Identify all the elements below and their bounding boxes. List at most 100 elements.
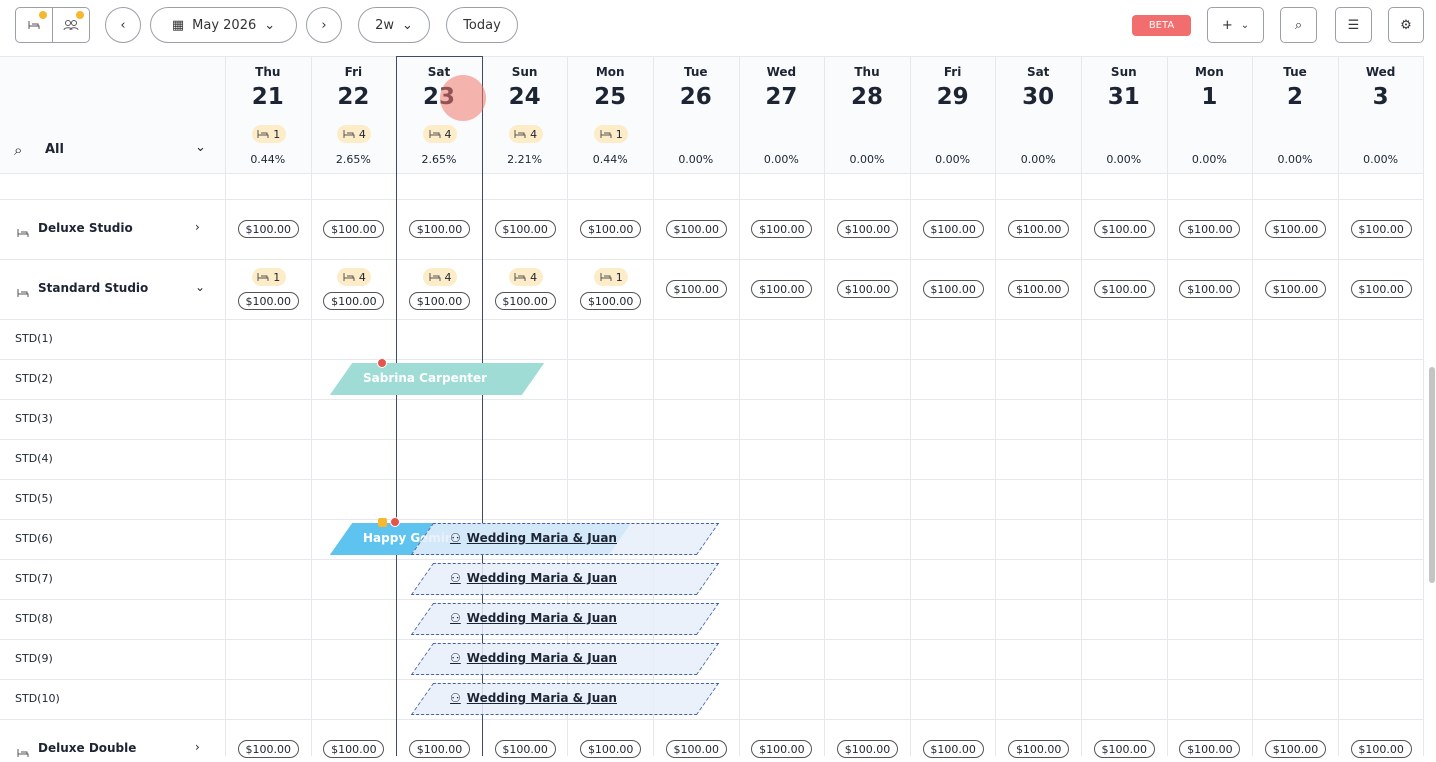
price-pill[interactable]: $100.00 [837,740,898,758]
room-type-name[interactable]: Deluxe Studio [38,221,133,235]
day-number[interactable]: 25 [594,84,627,110]
price-pill[interactable]: $100.00 [1265,220,1326,238]
bed-icon [514,130,526,138]
day-number[interactable]: 21 [251,84,284,110]
price-pill[interactable]: $100.00 [1008,740,1070,758]
search-button[interactable]: ⌕ [1280,7,1317,43]
day-number[interactable]: 30 [1022,84,1055,110]
day-number[interactable]: 22 [337,84,370,110]
price-pill[interactable]: $100.00 [1350,740,1412,758]
price-pill[interactable]: $100.00 [237,740,299,758]
price-pill[interactable]: $100.00 [751,740,813,758]
today-button[interactable]: Today [446,7,518,43]
price-pill[interactable]: $100.00 [1008,220,1070,238]
settings-button[interactable]: ⚙ [1388,7,1424,43]
occupancy-pct: 2.65% [421,153,457,166]
price-pill[interactable]: $100.00 [665,740,727,758]
price-pill[interactable]: $100.00 [237,292,299,310]
row-line [0,319,1424,320]
price-pill[interactable]: $100.00 [922,220,984,238]
price-pill[interactable]: $100.00 [494,292,556,310]
price-pill[interactable]: $100.00 [837,280,898,298]
day-number[interactable]: 27 [765,84,798,110]
day-number[interactable]: 31 [1107,84,1140,110]
next-button[interactable]: › [306,7,342,43]
day-of-week: Tue [684,65,708,79]
day-number[interactable]: 26 [679,84,712,110]
booking-label[interactable]: ⚇ Wedding Maria & Juan [450,571,617,585]
price-pill[interactable]: $100.00 [409,292,470,310]
price-pill[interactable]: $100.00 [1093,740,1155,758]
price-pill[interactable]: $100.00 [237,220,299,238]
price-pill[interactable]: $100.00 [1179,220,1241,238]
booking-label[interactable]: ⚇ Wedding Maria & Juan [450,531,617,545]
alert-dot [390,517,400,527]
filter-button[interactable]: ☰ [1335,7,1372,43]
occupancy-pct: 0.00% [935,153,971,166]
day-number[interactable]: 29 [936,84,969,110]
price-pill[interactable]: $100.00 [837,220,898,238]
price-pill[interactable]: $100.00 [580,292,642,310]
booking-label[interactable]: ⚇ Wedding Maria & Juan [450,691,617,705]
day-number[interactable]: 3 [1372,84,1389,110]
unit-name: STD(10) [15,692,60,705]
unit-name: STD(2) [15,372,53,385]
day-of-week: Wed [1365,65,1396,79]
price-pill[interactable]: $100.00 [323,292,385,310]
booking-label[interactable]: ⚇ Wedding Maria & Juan [450,651,617,665]
price-pill[interactable]: $100.00 [580,220,642,238]
header-bg [0,56,1424,173]
price-pill[interactable]: $100.00 [1179,280,1241,298]
price-pill[interactable]: $100.00 [1093,220,1155,238]
room-type-name[interactable]: Standard Studio [38,281,149,295]
row-line [0,199,1424,200]
room-type-name[interactable]: Deluxe Double [38,741,137,755]
price-pill[interactable]: $100.00 [665,220,727,238]
price-pill[interactable]: $100.00 [1179,740,1241,758]
group-view-button[interactable] [52,7,90,43]
occupancy-pct: 0.00% [1191,153,1227,166]
price-pill[interactable]: $100.00 [494,220,556,238]
price-pill[interactable]: $100.00 [409,220,470,238]
price-pill[interactable]: $100.00 [323,740,385,758]
booking-label[interactable]: ⚇ Wedding Maria & Juan [450,611,617,625]
price-pill[interactable]: $100.00 [751,280,813,298]
price-pill[interactable]: $100.00 [665,280,727,298]
day-of-week: Sat [1026,65,1050,79]
prev-button[interactable]: ‹ [105,7,141,43]
booking-name: Wedding Maria & Juan [466,531,617,545]
price-pill[interactable]: $100.00 [922,280,984,298]
price-pill[interactable]: $100.00 [323,220,385,238]
unit-view-button[interactable] [15,7,53,43]
price-pill[interactable]: $100.00 [1350,280,1412,298]
booking-label[interactable]: Sabrina Carpenter [363,371,487,385]
price-pill[interactable]: $100.00 [922,740,984,758]
price-pill[interactable]: $100.00 [1008,280,1070,298]
add-button[interactable]: + ⌄ [1207,7,1264,43]
column-line [909,56,911,756]
day-of-week: Sun [511,65,538,79]
view-picker[interactable]: 2w ⌄ [358,7,430,43]
beta-button[interactable]: BETA [1132,15,1191,36]
price-pill[interactable]: $100.00 [409,740,470,758]
price-pill[interactable]: $100.00 [1265,740,1326,758]
room-type-icon [17,223,29,242]
row-line [0,639,1424,640]
scrollbar-thumb[interactable] [1429,367,1435,583]
booking-name: Wedding Maria & Juan [466,571,617,585]
price-pill[interactable]: $100.00 [1093,280,1155,298]
day-of-week: Tue [1283,65,1307,79]
price-pill[interactable]: $100.00 [1350,220,1412,238]
price-pill[interactable]: $100.00 [580,740,642,758]
day-number[interactable]: 24 [508,84,541,110]
day-number[interactable]: 1 [1201,84,1218,110]
badge-count: 4 [444,127,452,141]
occupancy-badge: 4 [423,125,457,143]
month-picker[interactable]: ▦ May 2026 ⌄ [150,7,297,43]
day-number[interactable]: 28 [850,84,883,110]
price-pill[interactable]: $100.00 [751,220,813,238]
day-number[interactable]: 2 [1286,84,1303,110]
price-pill[interactable]: $100.00 [1265,280,1326,298]
filter-label[interactable]: All [45,142,64,157]
price-pill[interactable]: $100.00 [494,740,556,758]
